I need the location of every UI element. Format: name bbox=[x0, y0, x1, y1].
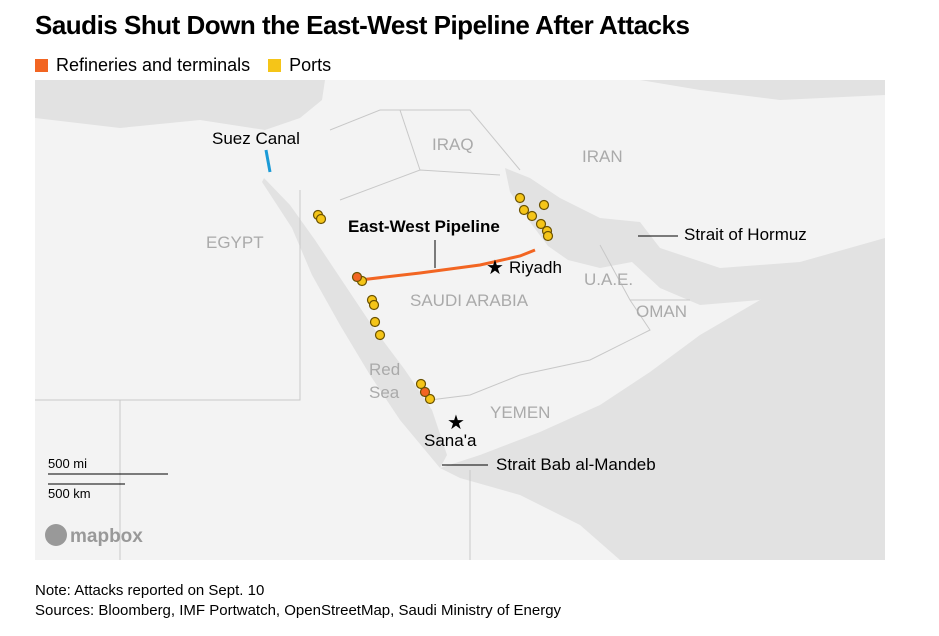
port bbox=[374, 329, 386, 341]
scale-label: 500 km bbox=[48, 486, 91, 501]
note: Note: Attacks reported on Sept. 10 bbox=[35, 582, 265, 599]
port bbox=[535, 218, 547, 230]
ports bbox=[312, 192, 554, 405]
place-label: Suez Canal bbox=[212, 129, 300, 148]
red-sea bbox=[262, 178, 447, 468]
port bbox=[424, 393, 436, 405]
place-label: Riyadh bbox=[509, 258, 562, 277]
mediterranean bbox=[35, 80, 325, 130]
country-label: OMAN bbox=[636, 302, 687, 321]
port bbox=[514, 192, 526, 204]
border bbox=[35, 190, 301, 401]
capital-star: ★ bbox=[486, 257, 504, 279]
place-label: Sana'a bbox=[424, 431, 477, 450]
port bbox=[518, 204, 530, 216]
port bbox=[538, 199, 550, 211]
port bbox=[368, 299, 380, 311]
caspian bbox=[640, 80, 885, 100]
map: ★ ★ EGYPT IRAQ IRAN SAUDI ARABIA U.A.E. … bbox=[35, 80, 885, 560]
port bbox=[542, 230, 554, 242]
port bbox=[315, 213, 327, 225]
legend: Refineries and terminals Ports bbox=[35, 55, 331, 76]
place-label: East-West Pipeline bbox=[348, 217, 500, 236]
country-label: U.A.E. bbox=[584, 270, 633, 289]
port bbox=[526, 210, 538, 222]
refinery bbox=[351, 271, 363, 283]
capital-star: ★ bbox=[447, 412, 465, 434]
country-label: EGYPT bbox=[206, 233, 264, 252]
suez-canal bbox=[264, 149, 272, 173]
callout-lines bbox=[48, 235, 678, 485]
attribution-logo bbox=[45, 524, 67, 546]
country-label: YEMEN bbox=[490, 403, 550, 422]
title: Saudis Shut Down the East-West Pipeline … bbox=[35, 10, 690, 40]
scale-label: 500 mi bbox=[48, 456, 87, 471]
border bbox=[329, 109, 521, 171]
pipeline bbox=[359, 248, 536, 282]
persian-gulf bbox=[505, 168, 885, 305]
country-label: SAUDI ARABIA bbox=[410, 291, 529, 310]
legend-label: Refineries and terminals bbox=[56, 55, 251, 75]
place-label: Strait Bab al-Mandeb bbox=[496, 455, 656, 474]
legend-swatch bbox=[35, 59, 48, 72]
border bbox=[399, 109, 421, 171]
legend-item: Refineries and terminals bbox=[35, 55, 250, 76]
place-label: Strait of Hormuz bbox=[684, 225, 807, 244]
refinery bbox=[419, 386, 431, 398]
legend-item: Ports bbox=[268, 55, 331, 76]
water bbox=[35, 80, 885, 560]
port bbox=[369, 316, 381, 328]
sea-label: Sea bbox=[369, 383, 400, 402]
attribution: mapbox bbox=[70, 526, 143, 547]
gulf-of-aden bbox=[440, 255, 885, 560]
legend-swatch bbox=[268, 59, 282, 72]
sea-label: Red bbox=[369, 360, 400, 379]
sources: Sources: Bloomberg, IMF Portwatch, OpenS… bbox=[35, 602, 562, 619]
port bbox=[415, 378, 427, 390]
country-label: IRAQ bbox=[432, 135, 474, 154]
country-label: IRAN bbox=[582, 147, 623, 166]
stars: ★ ★ bbox=[447, 257, 504, 434]
legend-label: Ports bbox=[289, 55, 332, 75]
borders bbox=[35, 109, 690, 560]
